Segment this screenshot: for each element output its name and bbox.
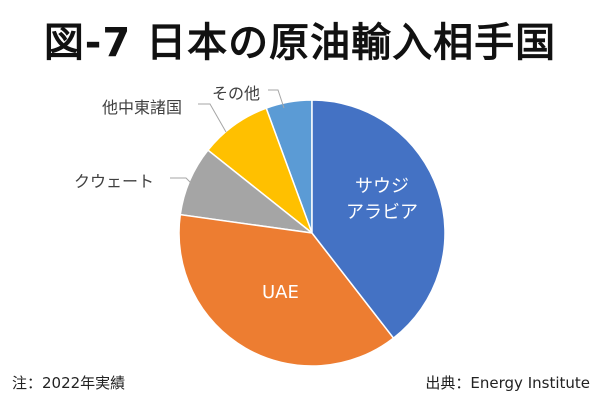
data-label-kuwait: クウェート (74, 172, 155, 191)
footnote: 注：2022年実績 (12, 374, 126, 392)
data-label-other-middle-east: 他中東諸国 (102, 98, 183, 117)
label-line: サウジ (355, 176, 409, 197)
pie-slice-uae (178, 213, 395, 367)
leader-line-kuwait (170, 177, 193, 185)
chart-title: 図-7 日本の原油輸入相手国 (43, 20, 557, 66)
leader-line-others (268, 89, 285, 109)
label-line: アラビア (346, 202, 418, 223)
data-label-others: その他 (212, 84, 261, 103)
data-label-uae: UAE (262, 282, 299, 303)
data-label-saudi-arabia: サウジ アラビア (346, 174, 418, 226)
leader-line-other-middle-east (198, 103, 227, 133)
pie-slice-saudi-arabia (311, 99, 446, 340)
source-note: 出典：Energy Institute (425, 374, 590, 392)
